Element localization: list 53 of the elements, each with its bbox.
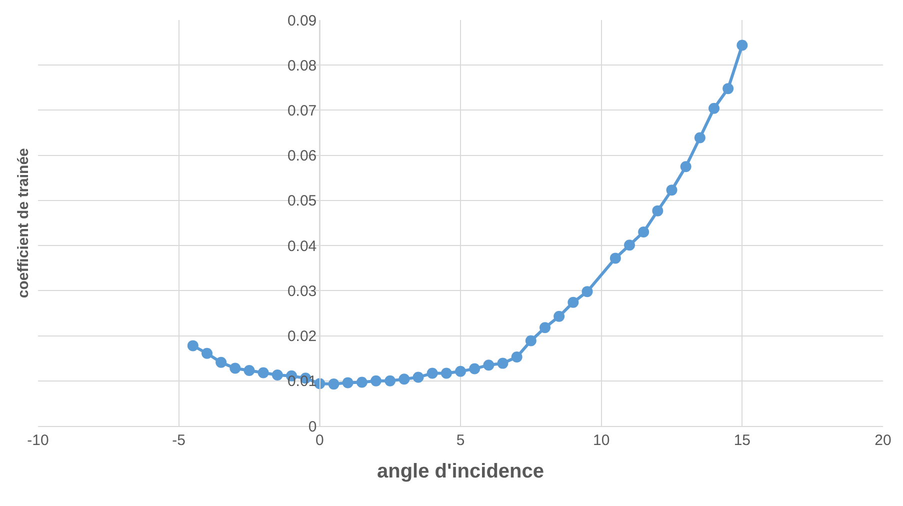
y-tick-label: 0.07: [287, 102, 317, 120]
point: [610, 252, 621, 264]
y-tick-label: 0.06: [287, 148, 317, 165]
x-tick-label: 20: [874, 432, 892, 449]
y-tick-label: 0.04: [287, 238, 317, 255]
x-tick-label: 15: [734, 432, 751, 449]
point: [258, 367, 269, 378]
point: [680, 161, 692, 172]
point: [540, 322, 550, 334]
point: [244, 365, 255, 376]
point: [525, 335, 536, 346]
point: [426, 368, 438, 379]
point: [483, 360, 494, 371]
point: [356, 376, 368, 388]
point: [624, 240, 635, 251]
point: [497, 358, 508, 369]
point: [736, 40, 748, 51]
y-tick-label: 0.05: [287, 192, 317, 210]
point: [342, 377, 354, 388]
x-tick-label: -5: [172, 432, 186, 449]
point: [187, 340, 198, 352]
point: [440, 368, 452, 379]
point: [216, 356, 227, 368]
x-axis-title: angle d'incidence: [376, 460, 544, 482]
point: [384, 375, 396, 386]
point: [370, 375, 382, 386]
point: [230, 362, 241, 374]
point: [202, 348, 212, 359]
point: [398, 374, 410, 385]
point: [708, 102, 720, 114]
point: [412, 372, 424, 383]
point: [511, 351, 522, 362]
y-tick-label: 0.09: [287, 12, 317, 30]
point: [469, 363, 480, 374]
point: [554, 310, 565, 322]
y-tick-label: 0.08: [287, 57, 317, 74]
y-tick-label: 0.03: [287, 282, 317, 300]
y-tick-label: 0: [308, 418, 317, 436]
x-tick-label: 5: [456, 432, 465, 449]
y-tick-label: 0.02: [287, 328, 317, 346]
point: [272, 370, 283, 381]
x-tick-label: 10: [592, 432, 610, 449]
point: [652, 205, 664, 216]
point: [694, 132, 706, 144]
y-axis-title: coefficient de trainée: [15, 148, 32, 298]
point: [666, 184, 678, 196]
point: [568, 296, 579, 308]
point: [328, 378, 340, 390]
point: [638, 226, 650, 238]
point: [722, 83, 734, 94]
x-tick-label: -10: [27, 432, 49, 449]
point: [455, 366, 466, 377]
point: [582, 286, 593, 298]
